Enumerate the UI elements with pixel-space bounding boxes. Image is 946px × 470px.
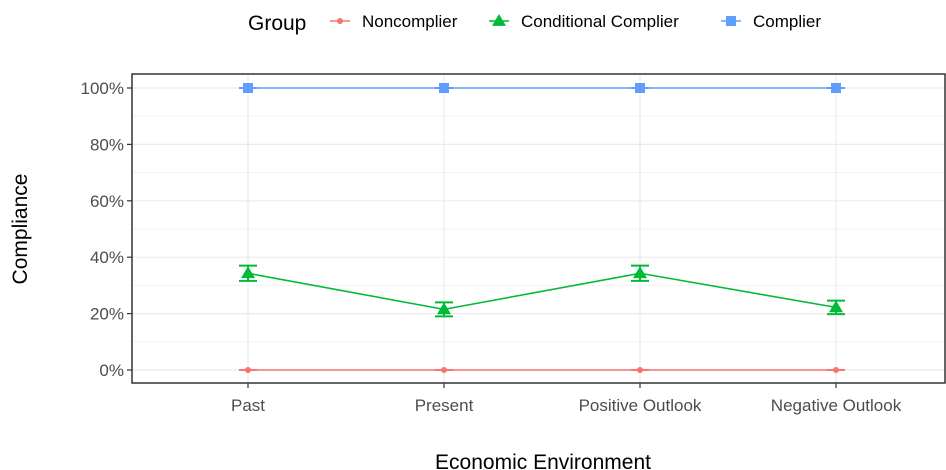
y-tick-label: 60% [90,192,124,211]
data-point-noncomplier [637,367,643,373]
legend-item-noncomplier: Noncomplier [330,12,458,31]
x-axis: Past Present Positive Outlook Negative Outl… [231,383,902,415]
legend-label: Complier [753,12,821,31]
y-tick-label: 80% [90,135,124,154]
series-conditional-complier [239,264,845,318]
data-point-complier [831,83,841,93]
data-point-noncomplier [245,367,251,373]
data-point-noncomplier [441,367,447,373]
data-point-conditional-complier [829,300,843,313]
x-tick-label: Present [415,396,474,415]
series-complier [239,83,845,93]
legend-title: Group [248,12,306,35]
plot-panel [131,73,946,384]
x-tick-label: Negative Outlook [771,396,902,415]
series-noncomplier [239,367,845,373]
data-point-complier [439,83,449,93]
series-line-conditional-complier [247,272,837,311]
data-point-complier [243,83,253,93]
legend-label: Noncomplier [362,12,458,31]
data-point-conditional-complier [437,302,451,315]
y-axis: 0% 20% 40% 60% 80% 100% [81,79,132,380]
data-point-noncomplier [833,367,839,373]
legend-key-marker [492,14,506,26]
data-point-complier [635,83,645,93]
x-tick-label: Past [231,396,265,415]
legend-item-conditional-complier: Conditional Complier [489,12,679,31]
panel-border [131,73,946,384]
y-axis-title: Compliance [9,174,32,285]
y-tick-label: 20% [90,305,124,324]
x-axis-title: Economic Environment [435,451,651,470]
legend-label: Conditional Complier [521,12,679,31]
legend-key-marker [726,16,736,26]
y-tick-label: 0% [99,361,124,380]
legend-key-marker [337,18,343,24]
legend-item-complier: Complier [721,12,821,31]
data-point-conditional-complier [633,266,647,279]
y-tick-label: 40% [90,248,124,267]
data-point-conditional-complier [241,266,255,279]
y-tick-label: 100% [81,79,124,98]
x-tick-label: Positive Outlook [579,396,702,415]
legend: Group Noncomplier Conditional Complier Com… [248,12,821,35]
